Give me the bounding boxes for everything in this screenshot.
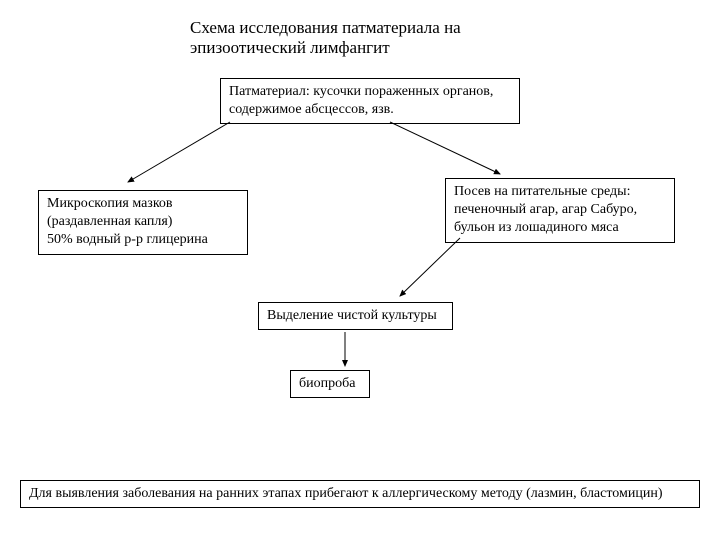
node-text: Микроскопия мазков (47, 195, 239, 213)
title-line2: эпизоотический лимфангит (190, 38, 461, 58)
node-text: Для выявления заболевания на ранних этап… (29, 485, 691, 503)
node-patmat: Патматериал: кусочки пораженных органов,… (220, 78, 520, 124)
diagram-title: Схема исследования патматериала на эпизо… (190, 18, 461, 58)
node-bioproba: биопроба (290, 370, 370, 398)
node-footer: Для выявления заболевания на ранних этап… (20, 480, 700, 508)
node-text: биопроба (299, 375, 361, 393)
arrow (128, 122, 230, 182)
node-posev: Посев на питательные среды:печеночный аг… (445, 178, 675, 243)
node-microscopy: Микроскопия мазков(раздавленная капля)50… (38, 190, 248, 255)
node-culture: Выделение чистой культуры (258, 302, 453, 330)
node-text: Выделение чистой культуры (267, 307, 444, 325)
node-text: Патматериал: кусочки пораженных органов, (229, 83, 511, 101)
node-text: 50% водный р-р глицерина (47, 231, 239, 249)
arrow (400, 238, 460, 296)
arrow (390, 122, 500, 174)
node-text: бульон из лошадиного мяса (454, 219, 666, 237)
node-text: (раздавленная капля) (47, 213, 239, 231)
node-text: Посев на питательные среды: (454, 183, 666, 201)
title-line1: Схема исследования патматериала на (190, 18, 461, 38)
node-text: содержимое абсцессов, язв. (229, 101, 511, 119)
node-text: печеночный агар, агар Сабуро, (454, 201, 666, 219)
